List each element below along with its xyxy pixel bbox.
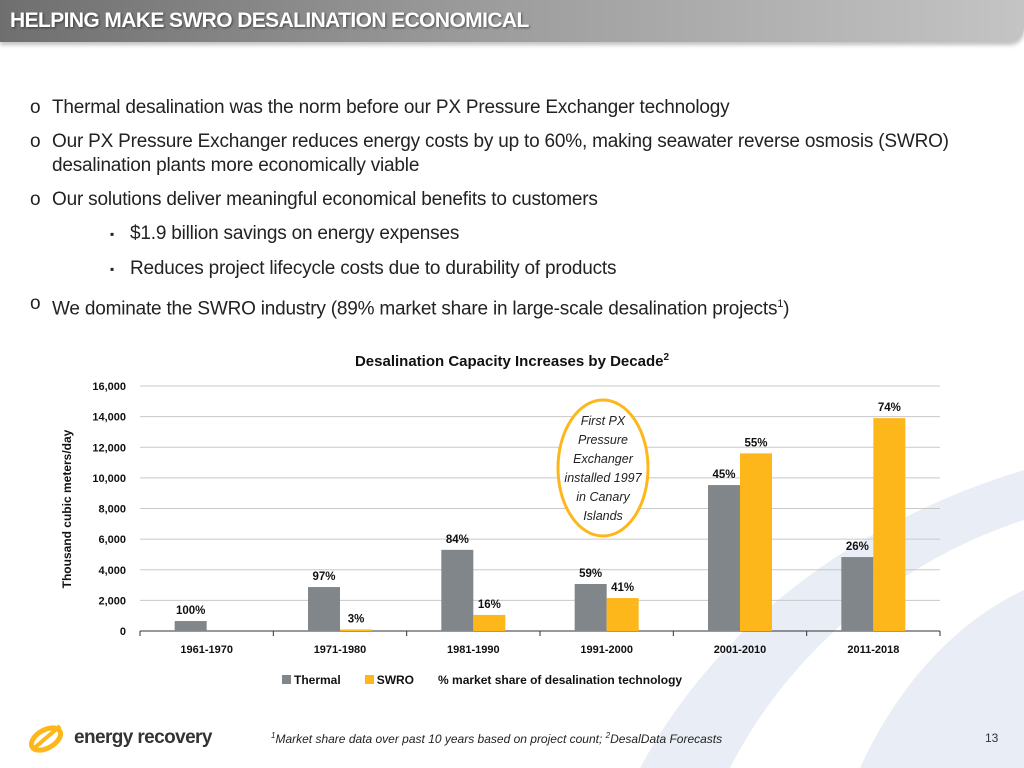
legend-swatch-thermal	[282, 675, 291, 684]
bar-swro	[340, 629, 372, 631]
footnote-ref: 2	[663, 352, 670, 363]
y-tick-label: 12,000	[92, 442, 126, 454]
bar-swro	[873, 418, 906, 631]
header-bar: HELPING MAKE SWRO DESALINATION ECONOMICA…	[0, 0, 1024, 42]
data-label: 97%	[312, 571, 335, 583]
bar-thermal	[841, 557, 874, 631]
legend-label: SWRO	[376, 673, 415, 687]
y-tick-label: 4,000	[98, 565, 126, 577]
data-label: 55%	[744, 437, 767, 449]
x-tick-label: 2001-2010	[714, 644, 767, 656]
bullet-text: Thermal desalination was the norm before…	[52, 97, 730, 118]
chart-title-text: Desalination Capacity Increases by Decad…	[354, 353, 664, 370]
x-tick-label: 2011-2018	[847, 644, 899, 656]
x-tick-label: 1961-1970	[180, 644, 233, 656]
annotation-text: in Canary	[576, 490, 630, 504]
annotation-oval	[556, 398, 650, 538]
sub-bullet-item: ▪ $1.9 billion savings on energy expenses	[30, 222, 1010, 246]
footnote-text: DesalData Forecasts	[610, 732, 723, 746]
legend-swro: SWRO	[364, 673, 415, 687]
annotation-text: Pressure	[578, 433, 628, 447]
footnote-sup: 2	[605, 731, 611, 740]
y-tick-label: 6,000	[98, 534, 126, 546]
bullet-item: o We dominate the SWRO industry (89% mark…	[30, 292, 1010, 321]
bar-swro	[606, 598, 639, 631]
page-title: HELPING MAKE SWRO DESALINATION ECONOMICA…	[10, 9, 529, 32]
data-label: 84%	[446, 534, 469, 546]
bullet-marker: ▪	[110, 262, 115, 276]
bullet-text: Our PX Pressure Exchanger reduces energy…	[52, 131, 949, 176]
data-label: 59%	[579, 568, 602, 580]
x-tick-label: 1971-1980	[314, 644, 367, 656]
bullet-marker: o	[30, 293, 41, 314]
legend-label: Thermal	[294, 673, 341, 687]
bar-thermal	[174, 621, 207, 631]
y-axis-label: Thousand cubic meters/day	[60, 429, 74, 588]
data-label: 100%	[176, 605, 205, 617]
footnote-text: Market share data over past 10 years bas…	[275, 732, 606, 746]
page-number: 13	[985, 731, 999, 745]
y-tick-label: 8,000	[98, 504, 126, 516]
data-label: 26%	[846, 541, 869, 553]
bar-swro	[473, 614, 506, 631]
footnote: 1Market share data over past 10 years ba…	[271, 731, 722, 746]
bar-thermal	[441, 549, 474, 631]
footnote-ref: 1	[777, 298, 784, 310]
logo-text: energy recovery	[74, 727, 212, 748]
data-label: 16%	[478, 599, 501, 611]
bar-thermal	[308, 587, 340, 631]
sub-bullet-item: ▪ Reduces project lifecycle costs due to …	[30, 257, 1010, 281]
annotation-text: installed 1997	[564, 471, 642, 485]
bullet-list: o Thermal desalination was the norm befor…	[30, 96, 1010, 331]
logo-icon	[28, 724, 64, 753]
y-tick-label: 0	[120, 626, 126, 638]
data-label: 45%	[712, 469, 735, 481]
annotation-text: Islands	[583, 509, 623, 523]
bar-thermal	[574, 583, 607, 631]
bullet-text: Reduces project lifecycle costs due to d…	[130, 258, 617, 279]
x-tick-label: 1981-1990	[447, 644, 500, 656]
y-tick-label: 14,000	[92, 412, 126, 424]
bullet-marker: o	[30, 189, 41, 210]
footnote-sup: 1	[271, 731, 276, 740]
bullet-text: We dominate the SWRO industry (89% marke…	[52, 298, 778, 320]
y-tick-label: 2,000	[98, 595, 126, 607]
annotation-text: First PX	[581, 414, 626, 428]
company-logo: energy recovery	[26, 722, 212, 754]
legend-thermal: Thermal	[282, 673, 341, 687]
bullet-item: o Our solutions deliver meaningful econom…	[30, 188, 1010, 212]
bullet-marker: o	[30, 97, 41, 118]
annotation-text: Exchanger	[573, 452, 634, 466]
y-tick-label: 16,000	[92, 381, 126, 393]
bullet-text: $1.9 billion savings on energy expenses	[130, 223, 460, 244]
bullet-text: Our solutions deliver meaningful economi…	[52, 189, 598, 210]
bullet-item: o Thermal desalination was the norm befor…	[30, 96, 1010, 120]
bullet-item: o Our PX Pressure Exchanger reduces energ…	[30, 130, 1010, 178]
legend: Thermal SWRO % market share of desalinat…	[282, 673, 682, 687]
bar-thermal	[708, 485, 740, 631]
y-tick-label: 10,000	[92, 473, 126, 485]
bullet-marker: ▪	[110, 227, 115, 241]
bar-swro	[740, 453, 772, 631]
data-label: 41%	[611, 582, 634, 594]
legend-swatch-swro	[364, 675, 374, 684]
data-label: 74%	[878, 402, 901, 414]
chart-title: Desalination Capacity Increases by Decad…	[0, 352, 1024, 370]
bullet-text-end: )	[783, 298, 790, 320]
bullet-marker: o	[30, 131, 41, 152]
legend-note: % market share of desalination technolog…	[438, 673, 683, 687]
x-tick-label: 1991-2000	[580, 644, 633, 656]
data-label: 3%	[348, 613, 365, 625]
